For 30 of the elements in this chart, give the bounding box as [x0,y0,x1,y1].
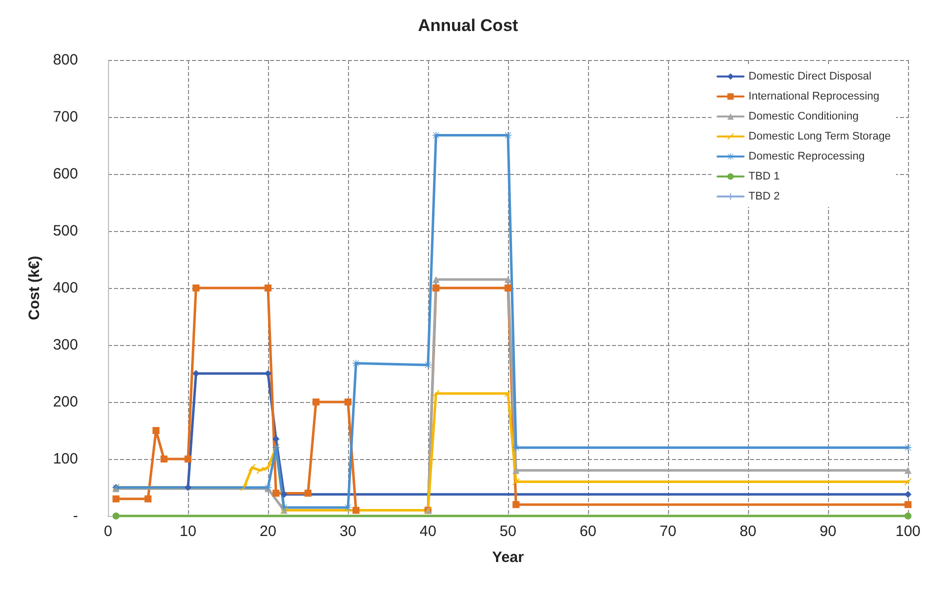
y-tick-label: 200 [52,394,78,410]
y-tick-label: 100 [52,450,78,468]
y-tick-label: 500 [52,222,78,240]
x-tick-label: 20 [260,523,276,540]
legend-label: International Reprocessing [748,90,880,102]
y-tick-label: 700 [52,108,78,126]
legend-label: Domestic Conditioning [748,110,859,122]
x-tick-label: 30 [340,523,356,540]
x-tick-label: 50 [500,523,516,540]
y-tick-label: 600 [52,166,78,182]
x-tick-label: 0 [104,523,112,540]
x-tick-label: 60 [580,523,596,540]
legend-label: Domestic Long Term Storage [748,130,891,142]
y-tick-label: 400 [52,280,78,296]
legend-label: Domestic Direct Disposal [748,70,872,82]
x-tick-label: 100 [895,523,921,540]
legend-label: TBD 1 [748,170,780,182]
y-tick-label: - [73,508,78,524]
x-tick-label: 90 [820,523,836,540]
x-tick-label: 80 [740,523,756,540]
y-tick-label: 300 [52,336,78,354]
y-axis-title: Cost (k€) [26,256,44,320]
x-axis-title: Year [492,549,524,566]
x-tick-label: 10 [180,523,196,540]
legend-label: Domestic Reprocessing [748,150,865,162]
legend-label: TBD 2 [748,190,780,202]
x-tick-label: 40 [420,523,436,540]
y-tick-label: 800 [52,52,78,68]
chart-title: Annual Cost [418,16,518,35]
x-tick-label: 70 [660,523,676,540]
